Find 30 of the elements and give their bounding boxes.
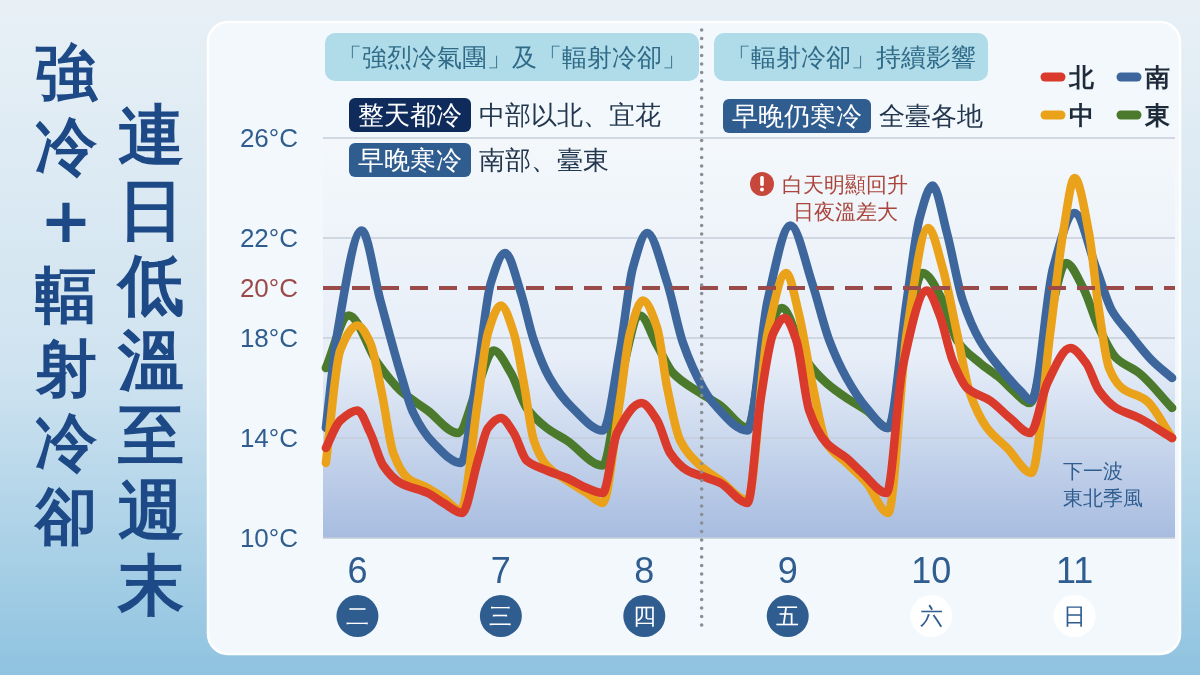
y-tick-label: 26°C bbox=[239, 123, 298, 153]
y-tick-label: 18°C bbox=[239, 323, 298, 353]
x-tick-label: 8 四 bbox=[632, 549, 656, 629]
text: 「強烈冷氣團」及「輻射冷卻」 bbox=[337, 43, 687, 71]
legend-label: 南 bbox=[1144, 63, 1170, 91]
y-tick-label: 22°C bbox=[239, 223, 298, 253]
x-tick-label: 11 日 bbox=[1055, 549, 1094, 629]
annotation: 東北季風 bbox=[1063, 487, 1143, 509]
x-tick-label: 6 二 bbox=[345, 549, 369, 629]
ref-line-label: 20°C bbox=[239, 273, 298, 303]
text: 整天都冷 bbox=[358, 100, 462, 130]
y-tick-label: 10°C bbox=[239, 523, 298, 553]
y-tick-label: 14°C bbox=[239, 423, 298, 453]
annotation: 日夜溫差大 bbox=[792, 199, 898, 223]
legend-label: 中 bbox=[1069, 101, 1094, 129]
x-tick-label: 9 五 bbox=[776, 549, 800, 629]
annotation: 早晚寒冷 bbox=[358, 145, 462, 175]
text: 全臺各地 bbox=[879, 101, 983, 131]
legend-label: 東 bbox=[1144, 101, 1170, 129]
x-tick-label: 7 三 bbox=[489, 549, 513, 629]
text: 早晚仍寒冷 bbox=[732, 101, 862, 131]
legend-label: 北 bbox=[1068, 63, 1095, 91]
text: 連日低溫至週末 bbox=[115, 97, 185, 624]
text: 中部以北、宜花 bbox=[479, 100, 661, 130]
x-tick-label: 10 六 bbox=[911, 549, 952, 629]
annotation: 下一波 bbox=[1063, 460, 1123, 482]
annotation: 白天明顯回升 bbox=[782, 172, 908, 196]
text: 強冷+輻射冷卻 bbox=[33, 36, 99, 554]
text: 「輻射冷卻」持續影響 bbox=[726, 43, 976, 71]
annotation: 南部、臺東 bbox=[479, 145, 609, 175]
